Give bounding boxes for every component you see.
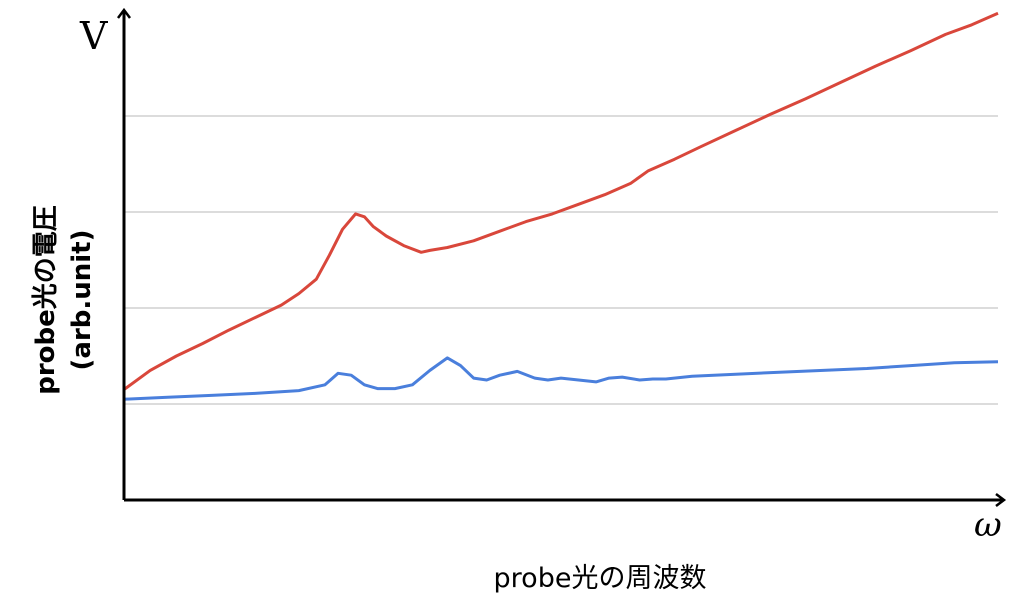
x-axis-label: probe光の周波数	[493, 563, 707, 594]
series-lines	[123, 11, 999, 401]
series-line-1	[123, 11, 999, 391]
axes	[117, 7, 1007, 507]
x-axis-unit-letter: ω	[974, 505, 1002, 545]
y-axis-unit-letter: V	[80, 14, 108, 58]
gridlines	[124, 115, 998, 405]
x-axis-arrow-icon	[995, 493, 1007, 507]
series-line-2	[123, 356, 999, 401]
y-axis-arrow-icon	[117, 7, 131, 19]
y-axis-label-line2: (arb.unit)	[67, 230, 97, 371]
y-axis-label-line1: probe光の電圧	[31, 205, 61, 395]
y-axis-label: probe光の電圧 (arb.unit)	[31, 205, 97, 395]
